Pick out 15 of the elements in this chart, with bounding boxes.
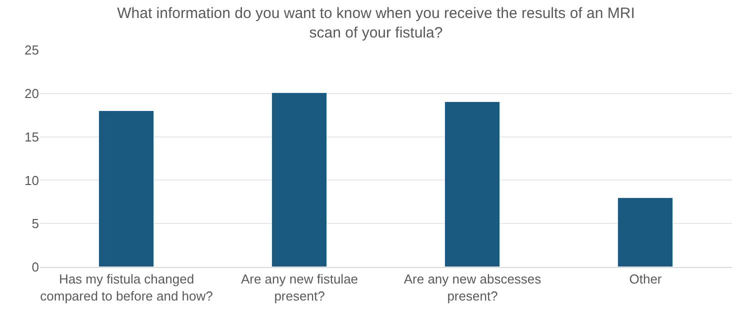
y-tick-label: 0 <box>32 260 39 275</box>
bar <box>618 198 673 267</box>
x-tick-label: Has my fistula changed compared to before and how? <box>40 272 213 304</box>
chart-title: What information do you want to know when you receive the results of an MRI scan of your fistula? <box>117 5 635 42</box>
bar <box>272 92 327 267</box>
x-tick-label: Other <box>629 272 662 287</box>
y-tick-label: 15 <box>24 129 39 144</box>
y-tick-label: 20 <box>24 86 39 101</box>
x-tick-label: Are any new fistulae present? <box>240 272 358 304</box>
x-tick-label: Are any new abscesses present? <box>404 272 542 304</box>
y-tick-label: 5 <box>32 216 39 232</box>
y-tick-label: 25 <box>24 42 39 58</box>
y-tick-label: 10 <box>24 172 39 188</box>
bar <box>98 110 154 267</box>
bar <box>444 102 500 267</box>
